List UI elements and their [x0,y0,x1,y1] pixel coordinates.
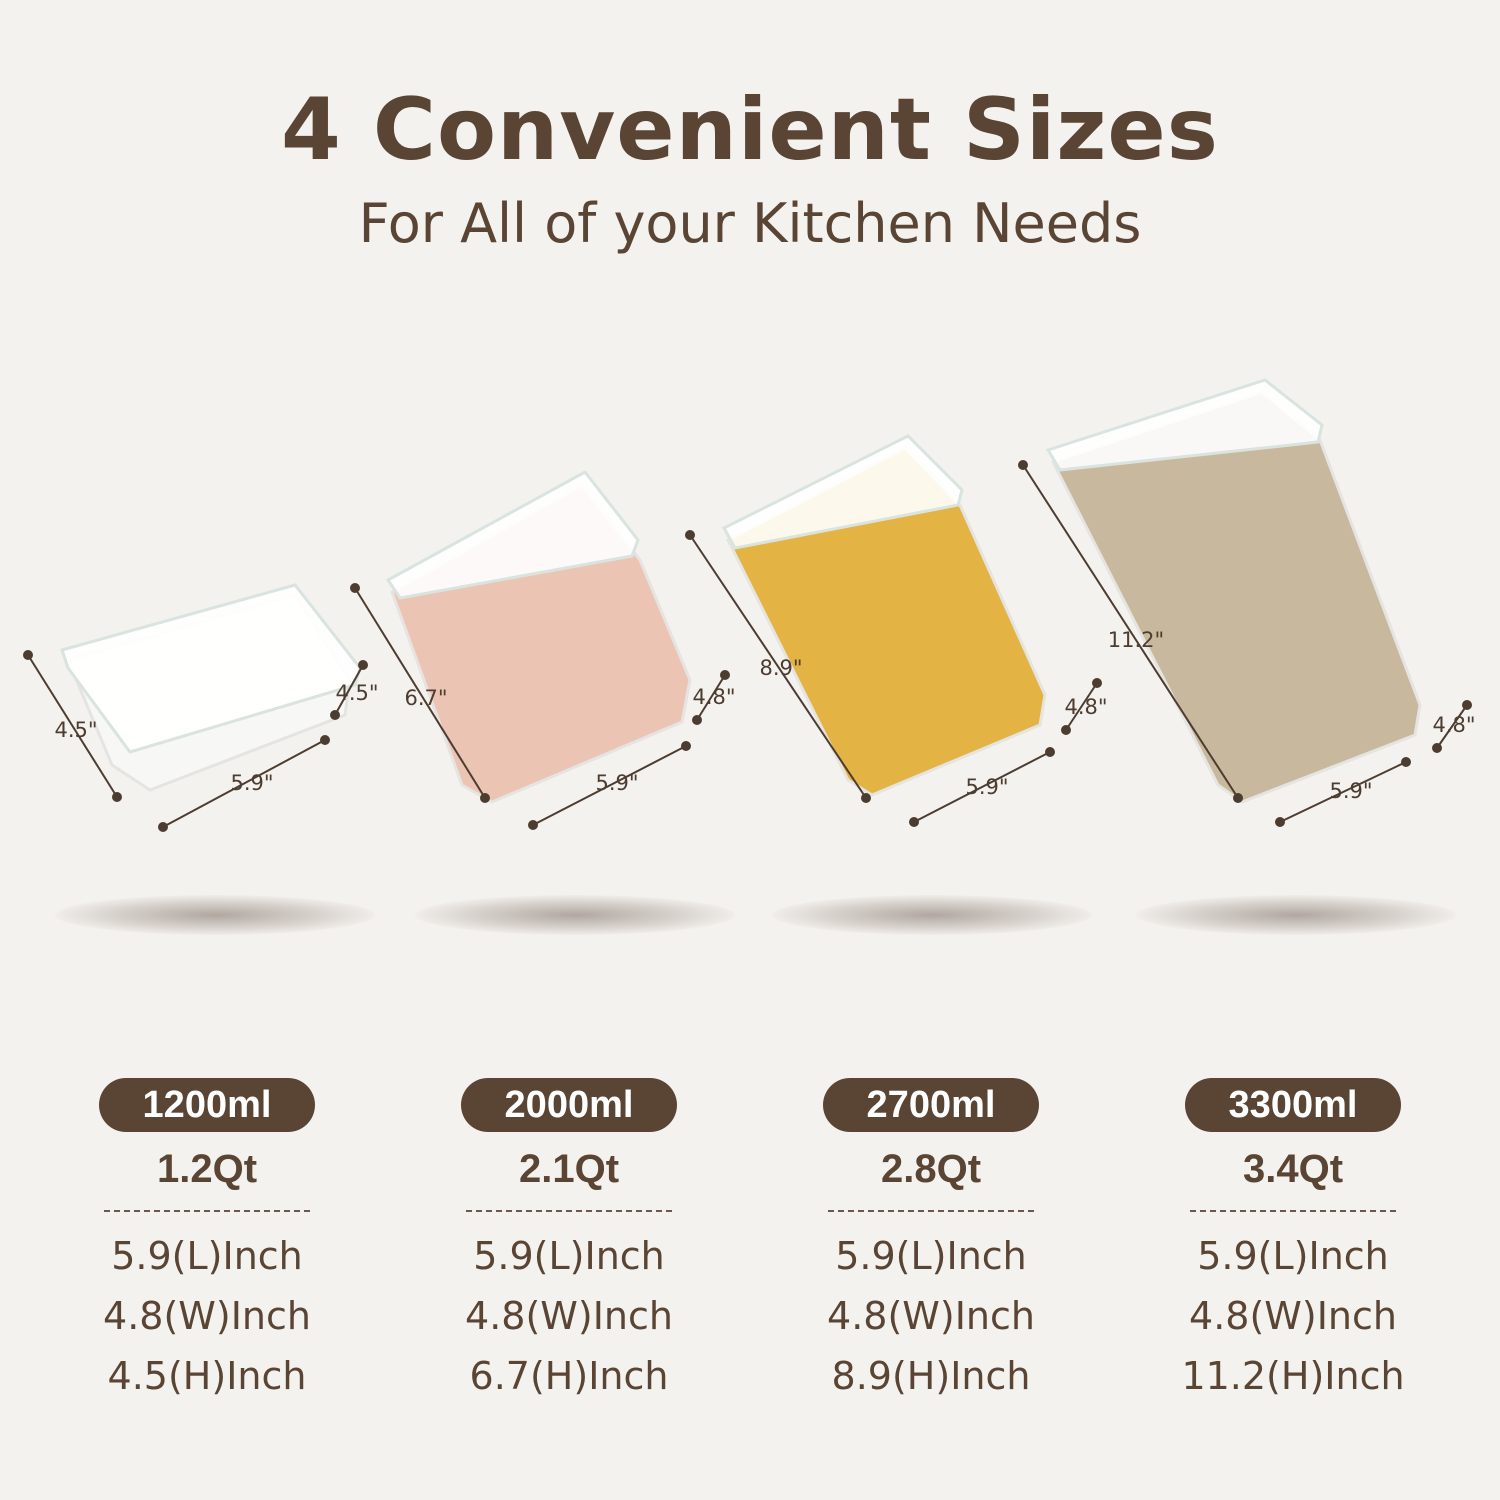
dimension-endpoint [330,710,340,720]
dim-label-height: 11.2" [1107,628,1165,652]
spec-width: 4.8(W)Inch [465,1294,673,1338]
dim-label-height: 8.9" [759,656,803,680]
dashed-divider [828,1210,1034,1212]
dimension-line [27,654,118,798]
dimension-endpoint [1061,725,1071,735]
volume-badge: 2000ml [461,1078,677,1132]
size-spec-2700ml: 2700ml 2.8Qt 5.9(L)Inch 4.8(W)Inch 8.9(H… [801,1078,1061,1406]
page-title: 4 Convenient Sizes [281,80,1219,180]
dimension-line [334,664,364,716]
dim-label-length: 5.9" [230,771,274,795]
dimension-endpoint [685,530,695,540]
dimension-endpoint [1018,460,1028,470]
dimension-endpoint [861,793,871,803]
dim-label-length: 5.9" [1329,779,1373,803]
container-shadow [55,895,375,935]
dimension-endpoint [158,822,168,832]
spec-height: 4.5(H)Inch [107,1354,307,1398]
dim-label-width: 4.8" [1064,695,1108,719]
dimension-line [354,587,486,799]
dimension-endpoint [909,817,919,827]
dim-label-length: 5.9" [965,775,1009,799]
dimension-endpoint [1275,817,1285,827]
quart-value: 3.4Qt [1242,1147,1344,1191]
dim-label-width: 4.5" [335,681,379,705]
container-lid [385,470,640,600]
volume-badge: 1200ml [99,1078,315,1132]
spec-height: 8.9(H)Inch [831,1354,1031,1398]
spec-height: 6.7(H)Inch [469,1354,669,1398]
quart-value: 2.8Qt [880,1147,982,1191]
container-shadow [415,895,735,935]
storage-container [60,583,362,792]
dimension-endpoint [720,670,730,680]
dimension-line [162,739,326,828]
container-lid [1045,378,1324,472]
dimension-endpoint [1092,678,1102,688]
dashed-divider [1190,1210,1396,1212]
spec-width: 4.8(W)Inch [827,1294,1035,1338]
dimension-endpoint [681,741,691,751]
dim-label-width: 4.8" [1432,713,1476,737]
dashed-divider [104,1210,310,1212]
dimension-endpoint [692,715,702,725]
container-lid [721,434,964,550]
dim-label-width: 4.8" [692,685,736,709]
container-shadow [772,895,1092,935]
dimension-endpoint [320,735,330,745]
dimension-endpoint [1045,747,1055,757]
dim-label-length: 5.9" [595,771,639,795]
size-spec-3300ml: 3300ml 3.4Qt 5.9(L)Inch 4.8(W)Inch 11.2(… [1163,1078,1423,1406]
dimension-line [1279,761,1407,823]
size-spec-1200ml: 1200ml 1.2Qt 5.9(L)Inch 4.8(W)Inch 4.5(H… [77,1078,337,1406]
dimension-endpoint [480,793,490,803]
dimension-line [1065,682,1098,731]
dimension-line [696,674,726,721]
dimension-endpoint [350,583,360,593]
dimension-endpoint [1401,757,1411,767]
dimension-line [1436,704,1468,749]
spec-length: 5.9(L)Inch [1197,1234,1389,1278]
size-spec-2000ml: 2000ml 2.1Qt 5.9(L)Inch 4.8(W)Inch 6.7(H… [439,1078,699,1406]
spec-length: 5.9(L)Inch [835,1234,1027,1278]
volume-badge: 3300ml [1185,1078,1401,1132]
dimension-line [913,751,1051,823]
spec-height: 11.2(H)Inch [1181,1354,1405,1398]
dashed-divider [466,1210,672,1212]
container-shadow [1136,895,1456,935]
storage-container [385,470,692,804]
dimension-line [532,745,687,826]
quart-value: 1.2Qt [156,1147,258,1191]
dimension-endpoint [23,650,33,660]
spec-length: 5.9(L)Inch [473,1234,665,1278]
container-lid [60,583,362,754]
dimension-endpoint [112,792,122,802]
dimension-line [1022,464,1239,799]
storage-container [721,434,1047,797]
volume-badge: 2700ml [823,1078,1039,1132]
quart-value: 2.1Qt [518,1147,620,1191]
dimension-line [689,534,867,799]
spec-width: 4.8(W)Inch [103,1294,311,1338]
dimension-endpoint [528,820,538,830]
spec-width: 4.8(W)Inch [1189,1294,1397,1338]
dimension-endpoint [1432,743,1442,753]
spec-length: 5.9(L)Inch [111,1234,303,1278]
dimension-endpoint [1233,793,1243,803]
dim-label-height: 4.5" [54,718,98,742]
page-subtitle: For All of your Kitchen Needs [358,192,1142,255]
dimension-endpoint [1462,700,1472,710]
storage-container [1045,378,1422,804]
dimension-endpoint [358,660,368,670]
dim-label-height: 6.7" [404,686,448,710]
